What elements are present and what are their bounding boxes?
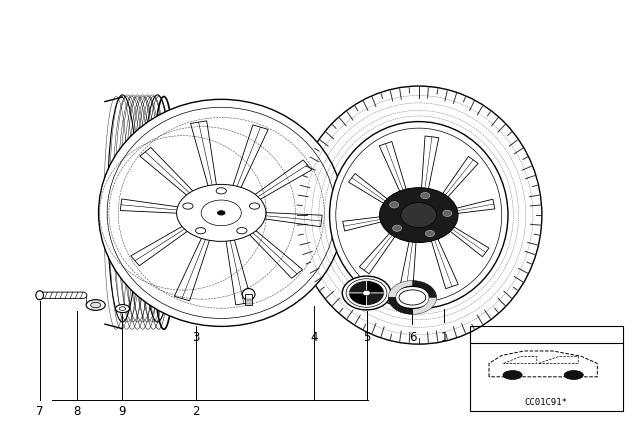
- Text: 6: 6: [409, 331, 416, 344]
- Ellipse shape: [183, 203, 193, 209]
- Ellipse shape: [296, 86, 542, 344]
- Text: 2: 2: [192, 405, 200, 418]
- Ellipse shape: [99, 99, 344, 327]
- Text: CC01C91*: CC01C91*: [525, 398, 568, 407]
- Ellipse shape: [216, 188, 227, 194]
- Wedge shape: [412, 280, 436, 297]
- Text: 3: 3: [192, 331, 200, 344]
- Text: 4: 4: [310, 331, 317, 344]
- Ellipse shape: [394, 286, 431, 309]
- Ellipse shape: [380, 188, 458, 242]
- Ellipse shape: [218, 211, 225, 215]
- Text: 5: 5: [363, 331, 370, 344]
- Circle shape: [443, 210, 452, 216]
- Ellipse shape: [243, 289, 255, 300]
- Circle shape: [363, 290, 371, 296]
- Ellipse shape: [237, 228, 247, 234]
- Ellipse shape: [86, 300, 105, 310]
- Ellipse shape: [399, 290, 426, 305]
- Ellipse shape: [401, 202, 436, 228]
- Ellipse shape: [177, 185, 266, 241]
- Ellipse shape: [115, 305, 129, 313]
- Ellipse shape: [330, 121, 508, 309]
- Ellipse shape: [564, 370, 583, 379]
- Wedge shape: [367, 293, 385, 306]
- Wedge shape: [388, 280, 412, 297]
- Text: 7: 7: [36, 405, 44, 418]
- Wedge shape: [349, 280, 367, 293]
- Wedge shape: [367, 280, 385, 293]
- Wedge shape: [388, 297, 412, 314]
- Text: 1: 1: [440, 331, 448, 344]
- Polygon shape: [40, 292, 87, 298]
- Ellipse shape: [503, 370, 522, 379]
- Polygon shape: [245, 294, 252, 306]
- Circle shape: [342, 276, 391, 310]
- Bar: [470, 327, 623, 411]
- Circle shape: [393, 225, 401, 231]
- Circle shape: [426, 230, 435, 237]
- Text: 9: 9: [118, 405, 126, 418]
- Circle shape: [390, 202, 399, 208]
- Circle shape: [420, 193, 429, 199]
- Wedge shape: [412, 297, 436, 314]
- Text: 8: 8: [73, 405, 80, 418]
- Ellipse shape: [36, 291, 44, 300]
- Ellipse shape: [196, 228, 205, 234]
- Wedge shape: [349, 293, 367, 306]
- Ellipse shape: [250, 203, 260, 209]
